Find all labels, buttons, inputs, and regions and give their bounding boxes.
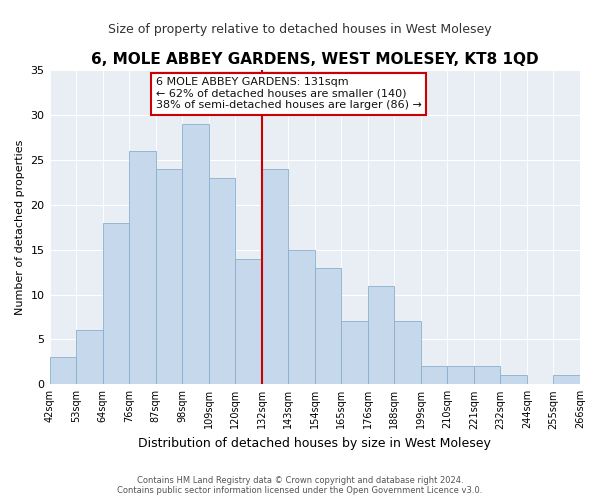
Bar	[315, 268, 341, 384]
Text: Size of property relative to detached houses in West Molesey: Size of property relative to detached ho…	[108, 22, 492, 36]
Bar	[155, 169, 182, 384]
Bar	[341, 322, 368, 384]
Bar	[500, 376, 527, 384]
Y-axis label: Number of detached properties: Number of detached properties	[15, 140, 25, 315]
Bar	[129, 151, 155, 384]
Bar	[235, 258, 262, 384]
Bar	[394, 322, 421, 384]
Bar	[368, 286, 394, 384]
Bar	[262, 169, 288, 384]
Bar	[448, 366, 474, 384]
Bar	[50, 358, 76, 384]
Text: Contains HM Land Registry data © Crown copyright and database right 2024.
Contai: Contains HM Land Registry data © Crown c…	[118, 476, 482, 495]
Bar	[209, 178, 235, 384]
Bar	[103, 222, 129, 384]
Bar	[182, 124, 209, 384]
Bar	[421, 366, 448, 384]
Bar	[288, 250, 315, 384]
Text: 6 MOLE ABBEY GARDENS: 131sqm
← 62% of detached houses are smaller (140)
38% of s: 6 MOLE ABBEY GARDENS: 131sqm ← 62% of de…	[155, 77, 422, 110]
Title: 6, MOLE ABBEY GARDENS, WEST MOLESEY, KT8 1QD: 6, MOLE ABBEY GARDENS, WEST MOLESEY, KT8…	[91, 52, 539, 68]
Bar	[76, 330, 103, 384]
Bar	[553, 376, 580, 384]
X-axis label: Distribution of detached houses by size in West Molesey: Distribution of detached houses by size …	[139, 437, 491, 450]
Bar	[474, 366, 500, 384]
